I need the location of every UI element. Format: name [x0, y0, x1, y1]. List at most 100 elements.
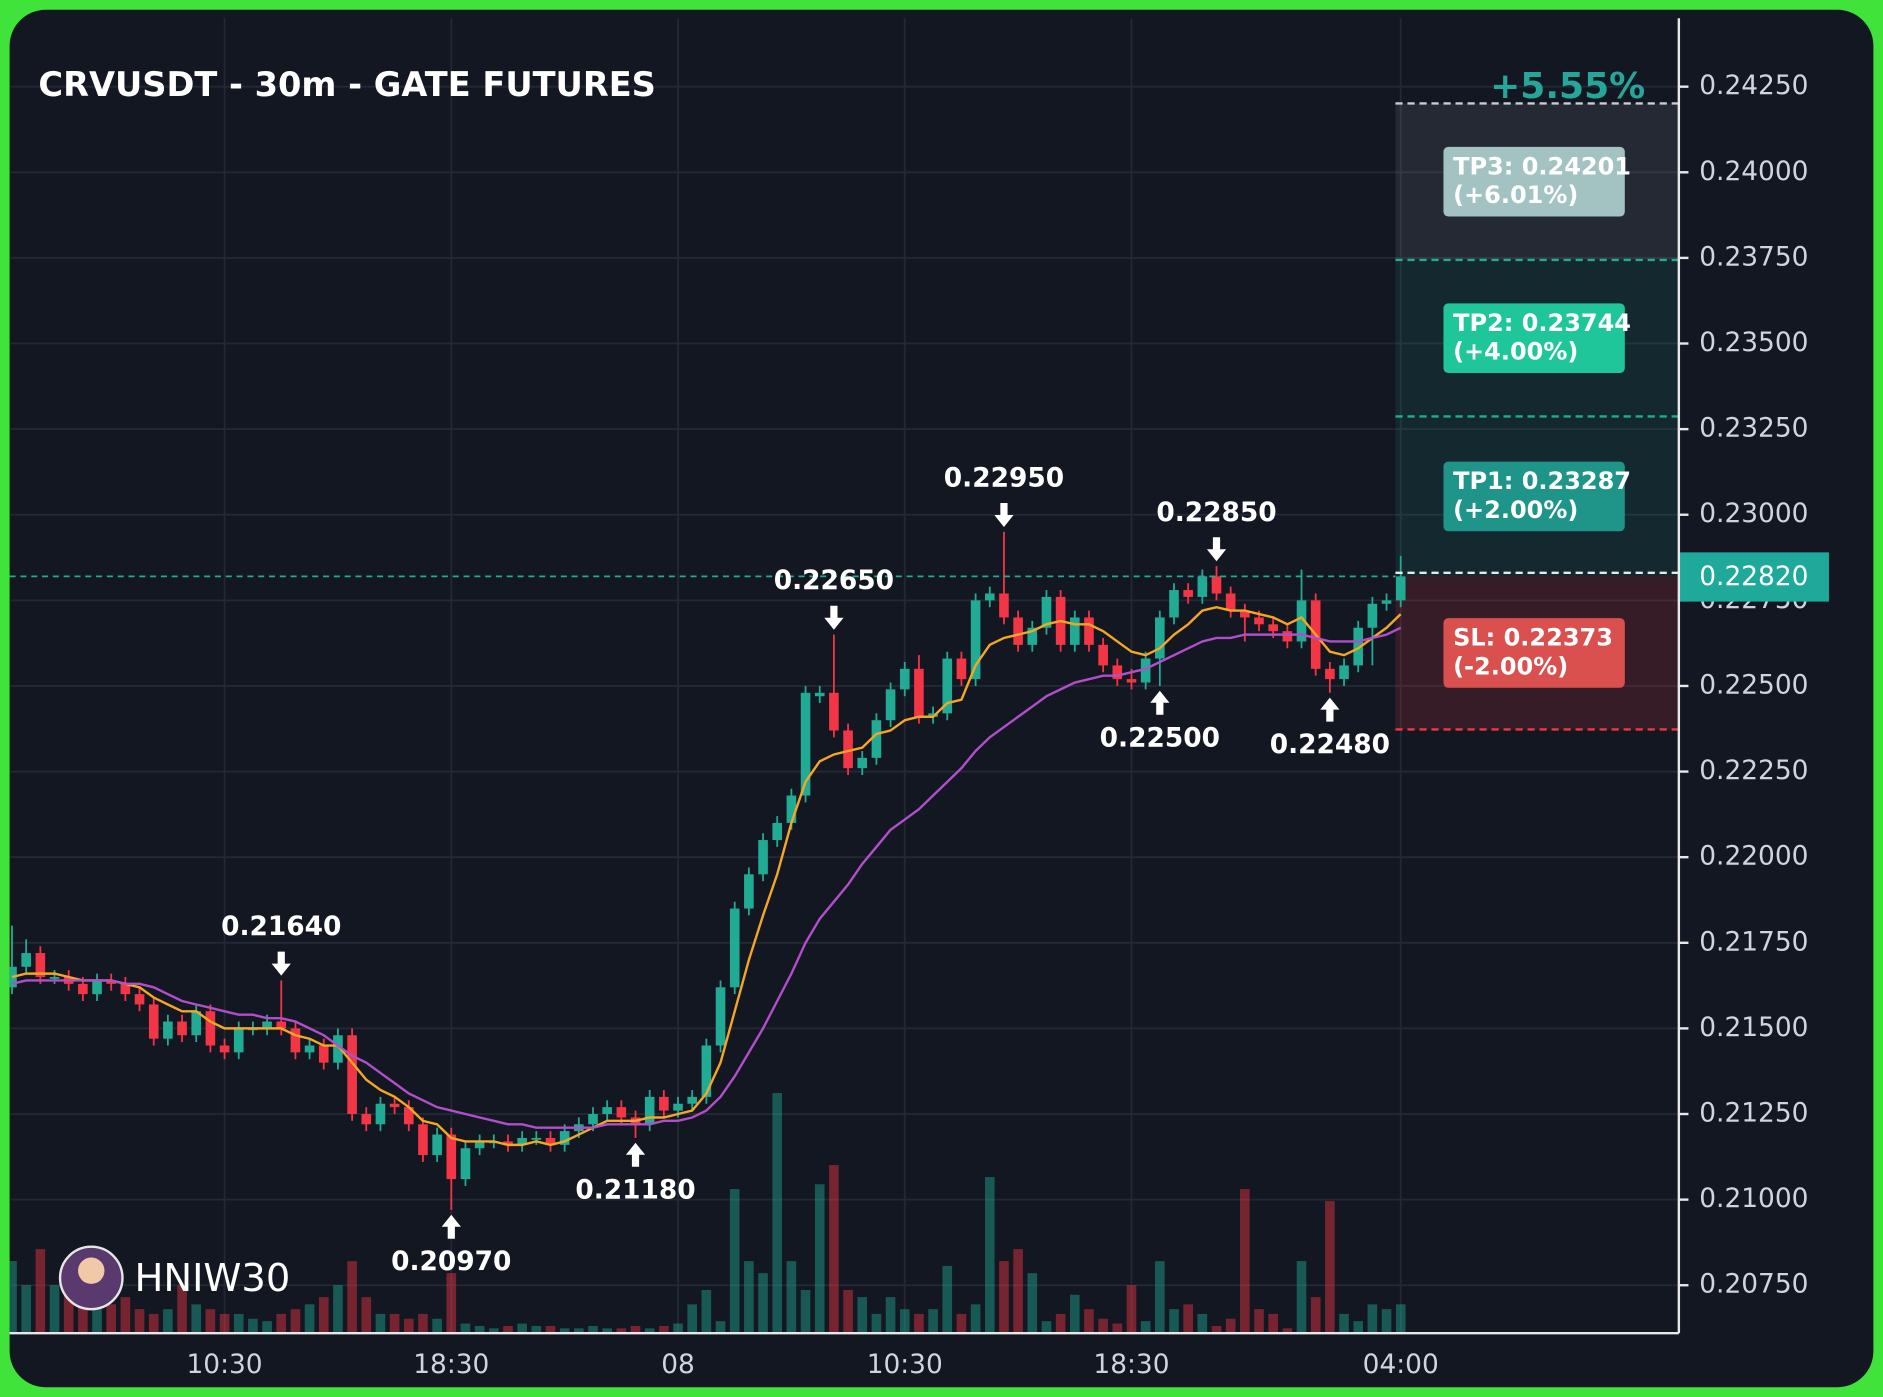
volume-bar [219, 1313, 230, 1334]
candle-body [1169, 590, 1179, 618]
level-box [1443, 303, 1625, 374]
y-tick-label: 0.24000 [1699, 156, 1808, 187]
volume-bar [687, 1304, 697, 1334]
volume-bar [1240, 1189, 1250, 1334]
volume-bar [120, 1297, 131, 1334]
volume-bar [1353, 1321, 1364, 1334]
candle-body [843, 730, 853, 769]
panel [9, 9, 1874, 1388]
y-tick-label: 0.22250 [1699, 755, 1808, 786]
volume-bar [644, 1328, 655, 1334]
volume-bar [1225, 1318, 1236, 1334]
volume-bar [857, 1297, 868, 1334]
volume-bar [1381, 1309, 1392, 1334]
candle-body [914, 668, 924, 717]
volume-bar [1041, 1321, 1052, 1334]
volume-bar [574, 1328, 584, 1334]
candle-body [1282, 631, 1293, 642]
volume-bar [1296, 1261, 1307, 1334]
volume-bar [1310, 1297, 1321, 1334]
candle-body [984, 593, 995, 601]
volume-bar [177, 1285, 187, 1334]
level-box [1443, 146, 1625, 217]
volume-bar [928, 1309, 938, 1334]
volume-bar [290, 1309, 301, 1334]
candle-body [276, 1021, 287, 1029]
candle-body [857, 757, 868, 769]
volume-bar [517, 1323, 527, 1334]
candle-body [1126, 679, 1137, 683]
y-tick-label: 0.22500 [1699, 669, 1808, 700]
volume-bar [9, 1261, 17, 1334]
candle-body [928, 713, 938, 717]
candle-body [1155, 617, 1165, 659]
volume-bar [531, 1325, 542, 1334]
volume-bar [786, 1261, 797, 1334]
candle-body [361, 1114, 372, 1125]
candle-body [205, 1011, 216, 1046]
annotation-arrow [994, 503, 1014, 528]
level-box [1443, 618, 1625, 688]
volume-bar [1013, 1249, 1023, 1334]
candle-body [1041, 596, 1052, 628]
annotation-arrow [1320, 697, 1340, 722]
candle-body [148, 1004, 159, 1039]
candle-body [659, 1096, 669, 1111]
volume-bar [248, 1318, 258, 1334]
candle-body [673, 1103, 683, 1111]
volume-bar [1126, 1285, 1137, 1334]
y-tick-label: 0.24250 [1699, 70, 1808, 101]
candle-body [1069, 617, 1080, 645]
y-tick-label: 0.22000 [1699, 841, 1808, 872]
x-tick-label: 04:00 [1363, 1349, 1439, 1380]
volume-bar [744, 1261, 754, 1334]
annotation-label: 0.22500 [1100, 722, 1220, 753]
volume-bar [914, 1313, 924, 1334]
last-price-box [1678, 552, 1829, 602]
avatar-face [78, 1257, 105, 1284]
volume-bar [630, 1325, 641, 1334]
volume-bar [758, 1273, 768, 1334]
volume-bar [163, 1309, 173, 1334]
candle-body [163, 1021, 173, 1039]
volume-bar [21, 1285, 31, 1334]
volume-bar [729, 1189, 740, 1334]
volume-bar [1069, 1294, 1080, 1334]
candle-body [318, 1045, 329, 1063]
volume-bar [1254, 1309, 1264, 1334]
volume-bar [489, 1328, 499, 1334]
volume-bar [446, 1273, 457, 1334]
volume-bar [333, 1285, 343, 1334]
volume-bar [1027, 1273, 1038, 1334]
volume-bar [871, 1313, 882, 1334]
candle-body [545, 1137, 556, 1145]
x-tick-label: 08 [661, 1349, 695, 1380]
volume-bar [375, 1313, 386, 1334]
x-tick-label: 10:30 [867, 1349, 943, 1380]
volume-bar [885, 1297, 896, 1334]
volume-bar [474, 1325, 485, 1334]
x-tick-label: 18:30 [1093, 1349, 1169, 1380]
candle-body [177, 1021, 187, 1036]
volume-bar [1155, 1261, 1165, 1334]
volume-bar [1140, 1321, 1151, 1334]
candle-body [885, 689, 896, 721]
candle-body [1112, 665, 1123, 680]
candle-body [1296, 600, 1307, 642]
volume-bar [559, 1328, 570, 1334]
level-pct: (-2.00%) [1453, 652, 1568, 680]
volume-bar [361, 1297, 372, 1334]
candle-body [460, 1148, 471, 1180]
candle-body [1013, 617, 1023, 645]
candle-body [389, 1103, 400, 1108]
volume-bar [715, 1321, 726, 1334]
volume-bar [318, 1297, 329, 1334]
volume-bar [134, 1309, 145, 1334]
volume-bar [956, 1313, 967, 1334]
volume-bar [673, 1323, 683, 1334]
volume-bar [999, 1261, 1009, 1334]
volume-bar [205, 1309, 216, 1334]
candle-body [78, 983, 88, 995]
